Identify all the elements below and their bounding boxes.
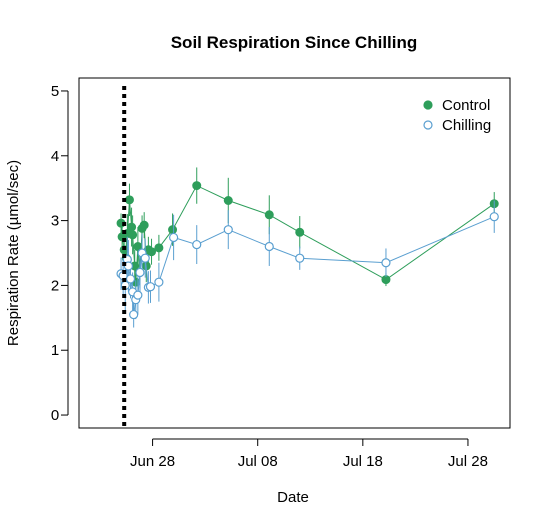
y-tick-label: 5	[51, 83, 59, 100]
data-point-chilling	[140, 253, 150, 263]
x-tick-label: Jun 28	[130, 453, 175, 470]
data-point-chilling	[295, 253, 305, 263]
x-axis: Jun 28 Jul 08 Jul 18 Jul 28	[130, 438, 488, 470]
data-point-control	[223, 196, 233, 205]
y-tick-label: 1	[51, 342, 59, 359]
x-tick-label: Jul 28	[448, 453, 488, 470]
y-tick-label: 2	[51, 277, 59, 294]
y-axis-label: Respiration Rate (µmol/sec)	[5, 160, 22, 346]
series-line-chilling	[120, 216, 495, 315]
data-point-control	[295, 227, 305, 237]
x-tick-label: Jul 08	[238, 453, 278, 470]
data-point-control	[127, 222, 137, 232]
data-point-chilling	[135, 267, 145, 278]
data-point-chilling	[192, 239, 202, 250]
data-point-chilling	[133, 290, 143, 300]
x-tick-label: Jul 18	[343, 453, 383, 470]
data-point-control	[147, 247, 157, 257]
y-tick-label: 4	[51, 148, 59, 165]
plot-frame	[78, 77, 511, 429]
legend-label-control: Control	[442, 97, 490, 114]
series-layer	[116, 167, 499, 328]
data-point-control	[168, 225, 178, 235]
legend: Control Chilling	[423, 97, 491, 134]
chart-title: Soil Respiration Since Chilling	[171, 33, 418, 52]
legend-marker-chilling	[423, 120, 433, 130]
data-point-chilling	[125, 274, 136, 284]
data-point-control	[128, 230, 138, 240]
y-tick-label: 3	[51, 213, 59, 230]
legend-marker-control	[423, 100, 433, 110]
data-point-control	[139, 220, 149, 230]
data-point-control	[192, 181, 202, 191]
y-tick-label: 0	[51, 407, 59, 424]
data-point-chilling	[129, 309, 139, 320]
legend-label-chilling: Chilling	[442, 117, 491, 134]
x-axis-label: Date	[277, 489, 309, 506]
data-point-chilling	[223, 225, 233, 235]
data-point-control	[264, 210, 274, 220]
data-point-chilling	[264, 241, 274, 252]
data-point-chilling	[169, 232, 179, 243]
data-point-control	[154, 243, 164, 253]
series-line-control	[120, 184, 495, 283]
data-point-chilling	[154, 277, 164, 287]
data-point-chilling	[489, 212, 499, 222]
series-chilling	[116, 200, 499, 328]
data-point-control	[124, 195, 134, 205]
data-point-chilling	[145, 282, 156, 292]
data-point-chilling	[381, 258, 391, 268]
y-axis: 0 1 2 3 4 5	[51, 83, 69, 424]
